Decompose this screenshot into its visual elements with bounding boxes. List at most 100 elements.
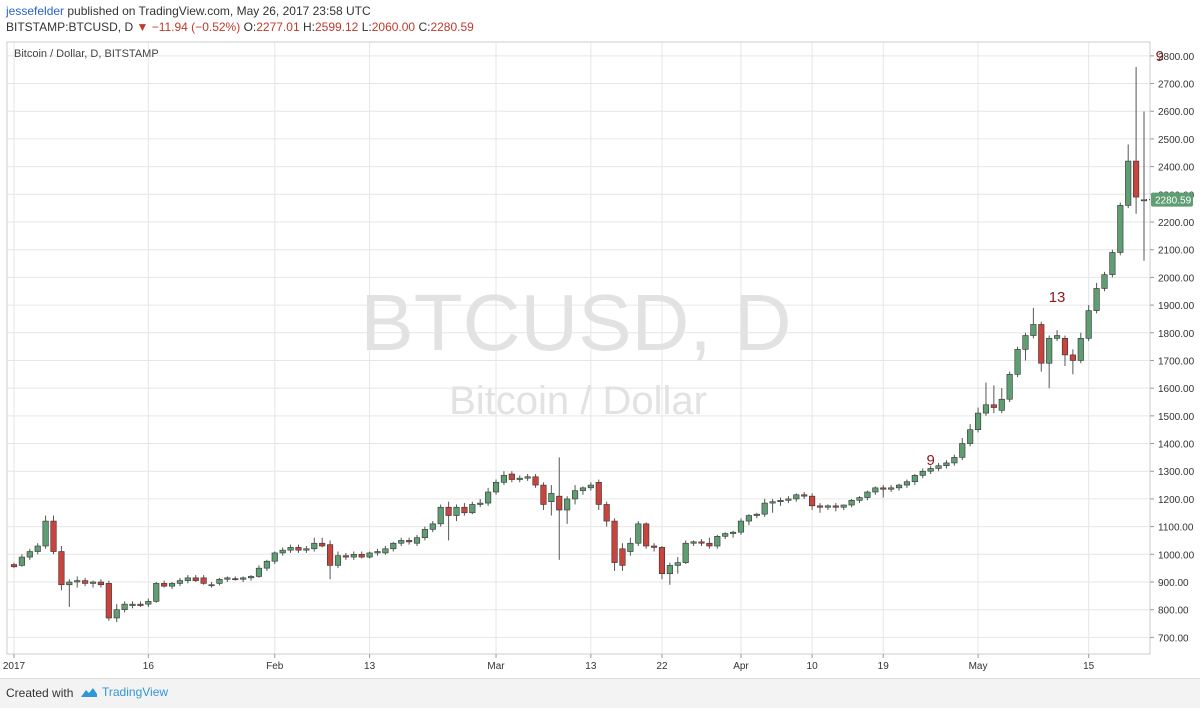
candle-down [342,555,349,558]
candle-up [690,541,697,544]
chart-area[interactable]: BTCUSD, D Bitcoin / Dollar Bitcoin / Dol… [0,38,1200,678]
candle-up [42,520,49,547]
y-tick-label: 1600.00 [1158,384,1195,395]
candle-up [927,468,934,472]
candle-up [856,497,863,501]
candle-up [1093,288,1100,311]
candle-down [643,523,650,547]
down-arrow-icon: ▼ [136,20,149,34]
candle-down [319,542,326,547]
annotations: 9 13 9 [926,48,1164,469]
candle-up [1030,324,1037,336]
candle-up [271,552,278,562]
candle-up [1125,160,1132,206]
y-tick-label: 2400.00 [1158,163,1195,174]
candle-up [840,504,847,508]
candle-down [358,554,365,558]
candle-down [508,473,515,480]
candle-up [848,500,855,506]
candle-down [540,484,547,505]
candle-down [461,506,468,514]
candle-down [556,495,563,511]
candle-up [224,577,231,580]
candle-down [595,482,602,505]
candle-up [682,542,689,563]
candle-up [485,491,492,504]
candle-up [666,565,673,574]
y-tick-label: 900.00 [1158,578,1189,589]
tradingview-brand-label: TradingView [102,685,169,699]
candle-down [200,577,207,584]
footer-bar: Created with TradingView [0,678,1200,708]
candle-up [911,475,918,483]
candle-up [168,583,176,587]
y-tick-label: 2100.00 [1158,246,1195,257]
x-tick-label: 2017 [3,661,26,672]
candle-up [287,547,294,551]
candle-up [390,542,397,550]
candle-down [990,404,997,408]
candle-up [524,476,531,479]
y-tick-label: 700.00 [1158,633,1189,644]
candle-down [445,506,452,516]
candle-up [500,475,507,483]
candle-up [366,552,373,558]
candle-up [1117,205,1124,253]
chart-title: Bitcoin / Dollar, D, BITSTAMP [14,48,159,60]
candle-up [587,484,594,489]
candle-up [872,487,879,493]
candlestick-chart[interactable]: BTCUSD, D Bitcoin / Dollar Bitcoin / Dol… [0,38,1200,678]
y-tick-label: 1400.00 [1158,440,1195,451]
candle-up [1022,335,1029,350]
candle-up [18,556,25,566]
candle-up [1014,349,1021,375]
candle-down [82,580,89,584]
publish-line: jessefelder published on TradingView.com… [6,4,371,18]
candle-up [1085,310,1092,339]
candle-up [311,542,318,550]
tradingview-logo-icon [81,688,97,697]
candle-up [303,548,310,551]
candle-up [429,523,436,530]
y-tick-label: 2800.00 [1158,52,1195,63]
candle-up [1006,374,1013,400]
candle-up [919,470,926,476]
x-tick-label: 13 [585,661,597,672]
x-tick-label: Apr [733,661,749,672]
candle-up [714,536,721,547]
candle-up [674,562,681,566]
x-tick-label: 10 [807,661,819,672]
candles [10,66,1148,623]
y-tick-label: 2000.00 [1158,273,1195,284]
tradingview-brand[interactable]: TradingView [80,684,168,700]
candle-down [706,542,713,547]
open-value: 2277.01 [256,20,300,34]
candle-up [492,482,500,493]
candle-down [10,564,18,568]
y-tick-label: 1700.00 [1158,356,1195,367]
grid-lines [7,42,1150,654]
y-tick-label: 2200.00 [1158,218,1195,229]
candle-up [26,551,33,558]
price-axis[interactable]: 700.00 800.00 900.00 1000.00 1100.00 1200.00 1… [1150,52,1195,645]
candle-up [951,457,958,464]
y-tick-label: 1500.00 [1158,412,1195,423]
candle-up [571,490,579,500]
candle-down [809,495,816,507]
time-axis[interactable]: 2017 16 Feb 13 Mar 13 22 Apr 10 19 May 15 [3,654,1095,672]
candle-up [935,465,942,469]
candle-down [611,520,618,563]
candle-down [801,494,808,497]
low-label: L: [361,20,372,34]
td-count-label: 13 [1049,289,1066,306]
candle-up [753,513,760,516]
candle-up [769,501,776,504]
candle-up [824,505,831,508]
candle-up [469,504,476,514]
candle-up [627,542,634,552]
candle-down [105,583,112,619]
y-tick-label: 1200.00 [1158,495,1195,506]
candle-down [532,476,539,486]
candle-up [184,577,191,581]
author-link[interactable]: jessefelder [6,4,65,18]
